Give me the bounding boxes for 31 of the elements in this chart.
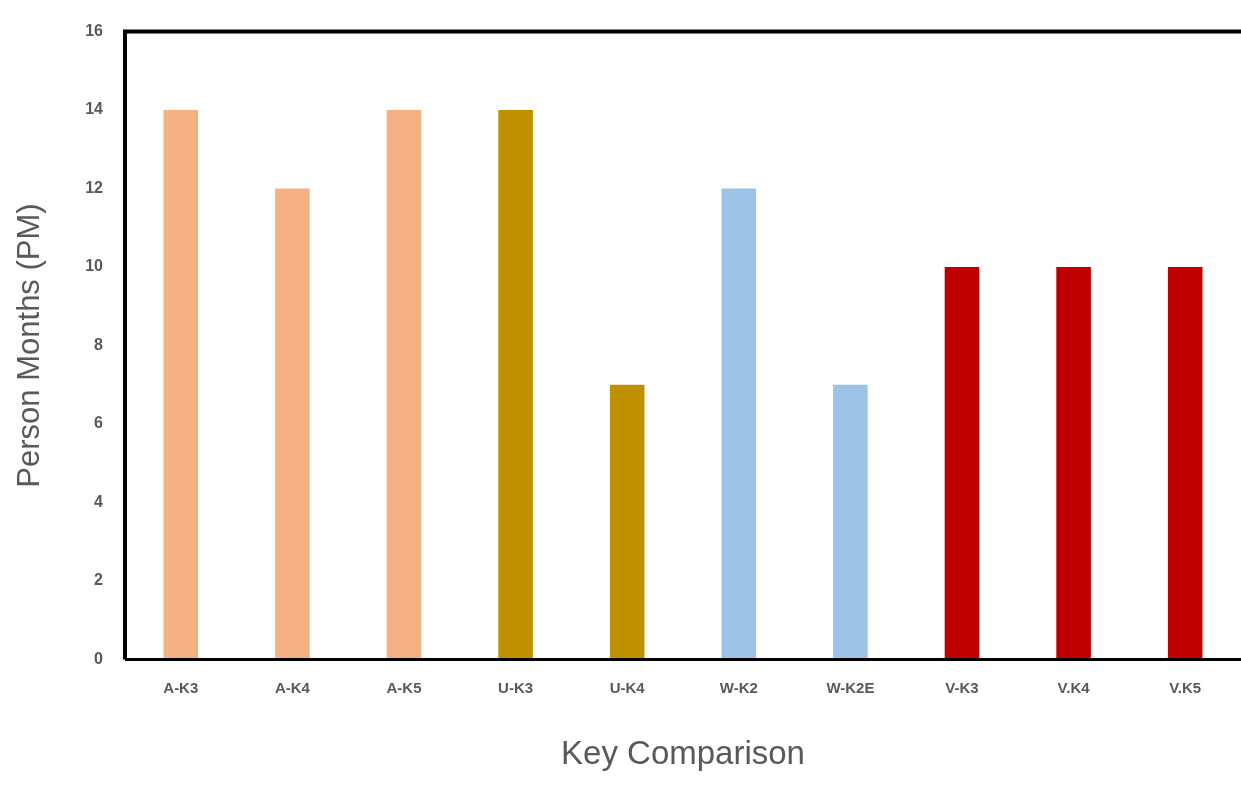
y-tick-label: 4 — [94, 492, 104, 510]
x-tick-label: V.K5 — [1169, 678, 1202, 696]
bar — [1056, 267, 1091, 660]
x-axis-title: Key Comparison — [561, 734, 805, 772]
x-tick-label: W-K2 — [719, 678, 758, 696]
y-tick-label: 8 — [94, 335, 104, 353]
y-tick-label: 10 — [85, 257, 104, 275]
bar — [498, 110, 533, 660]
bar — [721, 188, 757, 660]
y-axis-title: Person Months (PM) — [11, 203, 47, 488]
x-tick-label: A-K3 — [163, 678, 199, 696]
bar — [275, 188, 310, 660]
x-tick-label: A-K4 — [274, 678, 311, 696]
x-tick-label: V.K4 — [1057, 678, 1091, 696]
x-tick-label: W-K2E — [826, 678, 875, 696]
bar — [1167, 267, 1203, 660]
bar — [609, 384, 645, 660]
x-tick-label: U-K3 — [498, 678, 534, 696]
bar — [833, 384, 868, 660]
y-tick-label: 6 — [94, 414, 104, 432]
x-tick-label: V-K3 — [945, 678, 979, 696]
x-tick-label: A-K5 — [386, 678, 422, 696]
x-tick-label: U-K4 — [609, 678, 646, 696]
y-tick-label: 12 — [85, 178, 104, 196]
bar — [944, 267, 980, 660]
bar — [386, 110, 422, 660]
bar — [163, 110, 199, 660]
y-tick-label: 14 — [85, 100, 104, 118]
y-tick-label: 16 — [85, 22, 104, 40]
y-tick-label: 0 — [94, 649, 104, 667]
y-tick-label: 2 — [94, 571, 104, 589]
